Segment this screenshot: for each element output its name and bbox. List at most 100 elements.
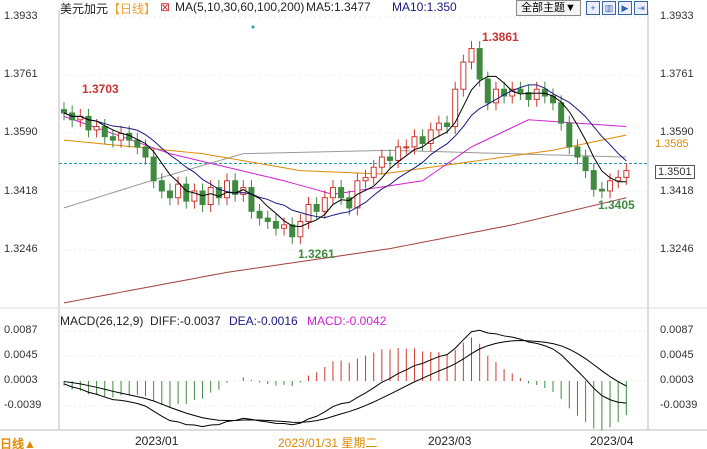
candle-body xyxy=(533,88,540,100)
macd-value: MACD:-0.0042 xyxy=(307,314,387,328)
candle-body xyxy=(427,129,434,144)
candle-body xyxy=(248,187,255,212)
candle-body xyxy=(191,190,198,202)
candle-body xyxy=(378,156,385,168)
ma30-line xyxy=(63,115,627,195)
ma60-axis-value: 1.3585 xyxy=(655,138,689,150)
macd-tick: 0.0003 xyxy=(660,373,694,386)
candle-body xyxy=(411,136,418,148)
candle-body xyxy=(150,156,157,182)
date-label: 2023/01 xyxy=(135,434,179,448)
macd-tick: 0.0087 xyxy=(4,324,38,336)
low-annotation: 1.3261 xyxy=(298,247,335,261)
candle-body xyxy=(468,48,475,63)
candle-body xyxy=(142,146,149,158)
ma10-value: MA10:1.350 xyxy=(392,0,457,14)
candle-body xyxy=(297,220,304,238)
candle-body xyxy=(525,92,532,100)
candle-body xyxy=(175,183,182,199)
date-label: 2023/04 xyxy=(590,434,634,448)
candle-body xyxy=(166,190,173,199)
candle-body xyxy=(370,166,377,178)
candle-body xyxy=(289,224,296,238)
candle-body xyxy=(272,220,279,229)
candle-body xyxy=(501,88,508,97)
candle-body xyxy=(582,156,589,172)
candle-body xyxy=(541,88,548,97)
candle-body xyxy=(590,170,597,190)
price-tick: 1.3590 xyxy=(4,126,38,139)
ma-label: MA(5,10,30,60,100,200) xyxy=(175,0,305,14)
candle-body xyxy=(460,61,467,90)
macd-label: MACD(26,12,9) xyxy=(60,314,144,328)
macd-tick: -0.0039 xyxy=(660,398,698,411)
candle-body xyxy=(607,180,614,192)
candle-body xyxy=(598,188,605,192)
marker-dot xyxy=(251,25,255,29)
candle-body xyxy=(558,102,565,124)
candle-body xyxy=(321,197,328,212)
candle-body xyxy=(492,88,499,104)
theme-select-button[interactable]: 全部主题▼ xyxy=(516,0,581,16)
candle-body xyxy=(134,139,141,148)
candle-body xyxy=(101,126,108,138)
candle-body xyxy=(517,88,524,94)
candle-body xyxy=(158,180,165,192)
candle-body xyxy=(387,156,393,161)
candle-body xyxy=(232,180,239,195)
price-tick: 1.3246 xyxy=(660,242,694,255)
price-tick: 1.3933 xyxy=(4,10,38,22)
current-price-box: 1.3501 xyxy=(655,165,695,179)
candle-body xyxy=(305,204,312,222)
candle-body xyxy=(256,210,263,219)
price-tick: 1.3418 xyxy=(660,184,694,197)
candle-body xyxy=(623,170,630,178)
cursor-date-label: 2023/01/31 星期二 xyxy=(278,436,378,449)
recent-low-annotation: 1.3405 xyxy=(598,198,635,212)
macd-diff: DIFF:-0.0037 xyxy=(150,314,221,328)
candle-body xyxy=(281,224,288,229)
candle-body xyxy=(476,48,483,80)
step-icon[interactable]: ▶ xyxy=(618,1,632,15)
candle-body xyxy=(346,197,353,209)
macd-tick: 0.0045 xyxy=(660,348,694,361)
candle-body xyxy=(403,146,410,149)
macd-tick: -0.0039 xyxy=(4,398,42,411)
candle-body xyxy=(118,132,125,141)
forward-icon[interactable]: ⇥ xyxy=(634,1,648,15)
price-tick: 1.3761 xyxy=(4,68,38,81)
candle-body xyxy=(444,122,451,128)
candle-body xyxy=(484,78,491,104)
macd-dea: DEA:-0.0016 xyxy=(229,314,298,328)
candle-body xyxy=(264,217,271,222)
candle-body xyxy=(615,176,622,182)
candle-body xyxy=(313,204,320,212)
price-tick: 1.3933 xyxy=(660,10,694,22)
candle-body xyxy=(329,187,336,199)
ma200-line xyxy=(63,197,627,304)
ma5-line xyxy=(63,75,627,228)
candle-body xyxy=(574,146,581,158)
ma-indicator-icon: ⊠ xyxy=(160,0,171,14)
candle-body xyxy=(338,187,345,199)
macd-tick: 0.0045 xyxy=(4,348,38,361)
chart-icon[interactable]: ▥ xyxy=(602,1,616,15)
zoom-in-icon[interactable]: + xyxy=(586,1,600,15)
price-tick: 1.3761 xyxy=(660,68,694,81)
candle-body xyxy=(183,183,190,202)
candle-body xyxy=(109,136,116,141)
period-toggle-button[interactable]: 日线▲ xyxy=(0,437,36,449)
high-annotation: 1.3861 xyxy=(482,30,519,44)
candle-body xyxy=(566,122,573,148)
period-label: 【日线】 xyxy=(108,2,157,16)
ma100-line xyxy=(63,149,627,209)
candle-body xyxy=(452,88,459,128)
ma10-line xyxy=(63,84,627,219)
price-tick: 1.3590 xyxy=(660,126,694,139)
start-annotation: 1.3703 xyxy=(82,82,119,96)
price-tick: 1.3418 xyxy=(4,184,38,197)
candle-body xyxy=(362,176,369,182)
symbol-title: 美元加元 xyxy=(60,2,109,16)
macd-tick: 0.0087 xyxy=(660,324,694,336)
